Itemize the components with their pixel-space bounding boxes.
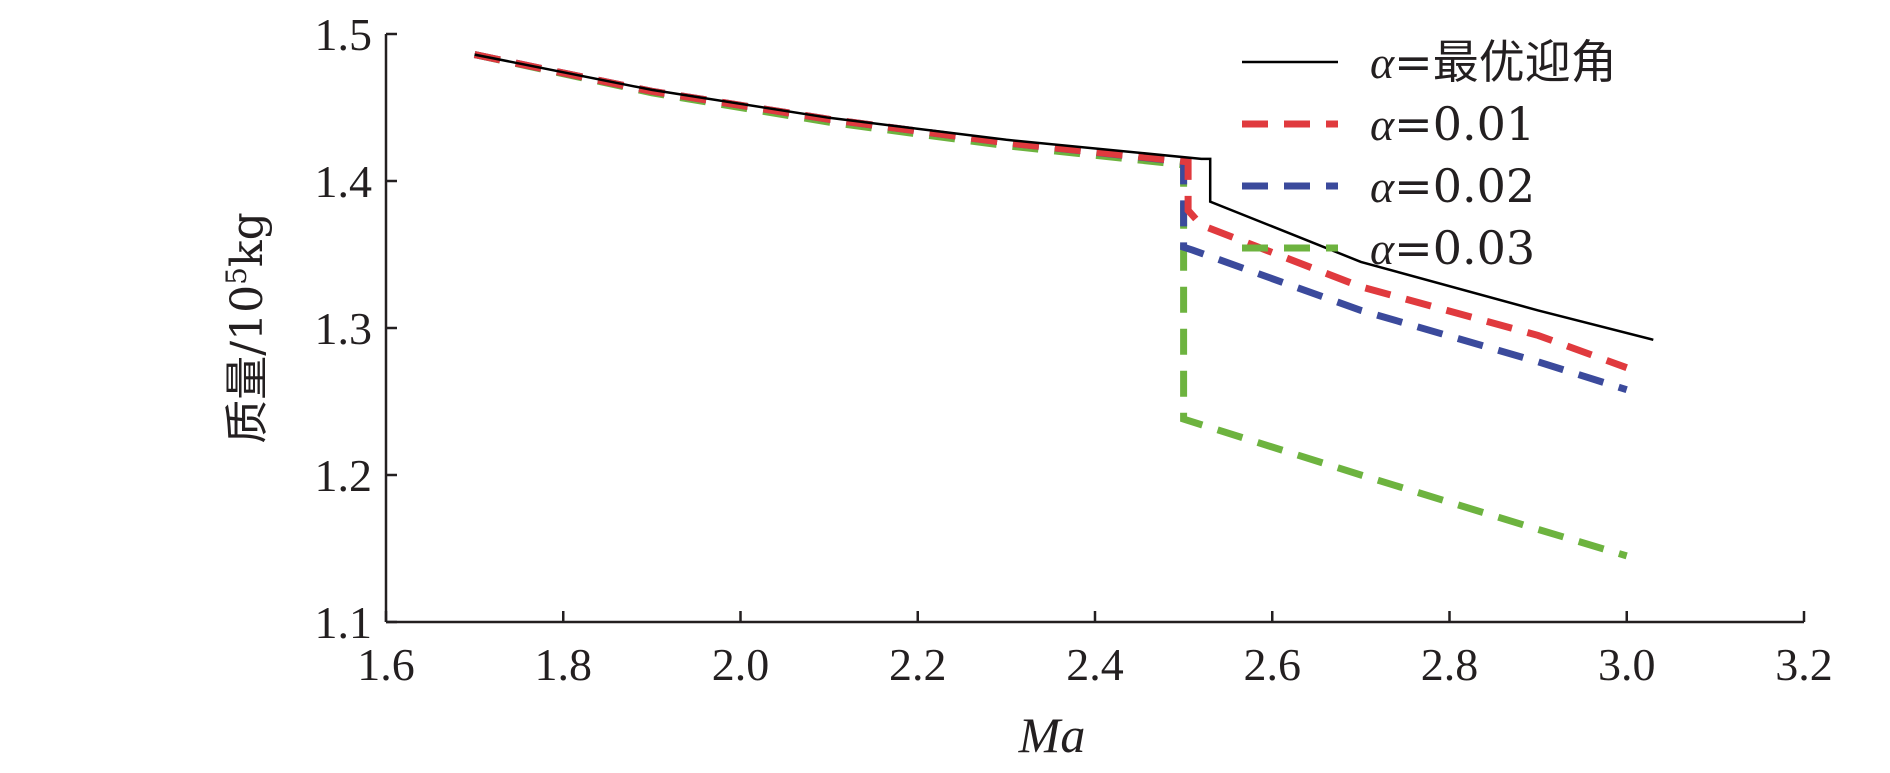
y-axis-title: 质量/105kg — [220, 212, 273, 443]
series-line-1 — [473, 51, 1628, 371]
y-axis-title-unit: kg — [222, 212, 273, 267]
y-axis-title-main: 质量/10 — [222, 285, 273, 444]
x-axis-title: Ma — [1018, 707, 1086, 763]
x-tick-label: 1.8 — [535, 639, 593, 690]
legend-value: =最优迎角 — [1394, 35, 1617, 89]
legend-label-1: α=0.01 — [1370, 97, 1535, 151]
legend-alpha-symbol: α — [1370, 161, 1395, 212]
series-lines — [473, 51, 1654, 560]
y-axis-title-superscript: 5 — [220, 267, 253, 285]
legend-label-3: α=0.03 — [1370, 221, 1535, 275]
legend-label-0: α=最优迎角 — [1370, 35, 1617, 89]
y-tick-label: 1.5 — [315, 9, 373, 60]
legend-value: =0.03 — [1394, 221, 1535, 275]
y-tick-label: 1.3 — [315, 303, 373, 354]
x-tick-label: 2.6 — [1244, 639, 1302, 690]
y-ticks: 1.1 1.2 1.3 1.4 1.5 — [315, 9, 397, 648]
y-tick-label: 1.4 — [315, 156, 373, 207]
x-tick-label: 2.8 — [1421, 639, 1479, 690]
x-tick-label: 1.6 — [357, 639, 415, 690]
x-tick-label: 3.2 — [1775, 639, 1833, 690]
x-tick-label: 3.0 — [1598, 639, 1656, 690]
legend-label-2: α=0.02 — [1370, 159, 1535, 213]
plot-area: 1.6 1.8 2.0 2.2 2.4 2.6 2.8 3.0 3.2 1.1 1.2 1.3 1.4… — [315, 9, 1833, 690]
legend-value: =0.01 — [1394, 97, 1535, 151]
legend-value: =0.02 — [1394, 159, 1535, 213]
x-tick-label: 2.2 — [889, 639, 947, 690]
x-tick-label: 2.4 — [1066, 639, 1124, 690]
y-tick-label: 1.2 — [315, 450, 373, 501]
legend-alpha-symbol: α — [1370, 223, 1395, 274]
y-tick-label: 1.1 — [315, 597, 373, 648]
series-line-0 — [474, 53, 1654, 342]
x-ticks: 1.6 1.8 2.0 2.2 2.4 2.6 2.8 3.0 3.2 — [357, 611, 1833, 690]
x-tick-label: 2.0 — [712, 639, 770, 690]
legend-alpha-symbol: α — [1370, 37, 1395, 88]
legend-alpha-symbol: α — [1370, 99, 1395, 150]
